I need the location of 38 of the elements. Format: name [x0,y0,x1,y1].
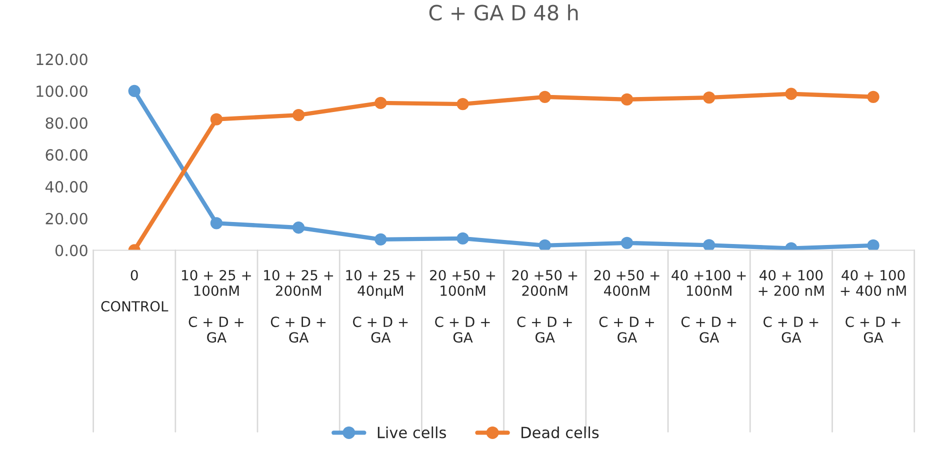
category-label: 10 + 25 + 100nM C + D + GA [182,270,251,343]
point [620,236,634,249]
y-tick-label: 0.00 [55,244,88,256]
chart-title: C + GA D 48 h [429,4,578,21]
y-tick-label: 20.00 [46,212,88,224]
point [128,84,140,98]
y-tick-label: 40.00 [45,181,88,193]
point [785,88,798,100]
legend-label: Live cells [378,426,446,438]
category-label: 40 +100 + 100nM C + D + GA [672,270,746,343]
point [374,233,387,246]
point [538,90,551,103]
point [867,90,880,103]
point [703,239,716,250]
point [292,108,305,122]
point [867,239,880,250]
point [620,93,634,106]
category-label: 20 +50 + 400nM C + D + GA [594,270,660,343]
point [538,239,551,250]
point [456,232,469,245]
category-label: 40 + 100 + 200 nM C + D + GA [758,270,824,343]
point [210,113,223,126]
point [703,91,716,104]
category-label: 20 +50 + 200nM C + D + GA [512,270,578,343]
point [374,96,387,110]
category-label: 0 CONTROL [101,270,168,312]
category-label: 40 + 100 + 400 nM C + D + GA [840,270,906,343]
point [292,222,305,234]
category-label: 10 + 25 + 40nµM C + D + GA [346,270,416,343]
category-label: 10 + 25 + 200nM C + D + GA [264,270,334,343]
y-tick-label: 100.00 [36,85,88,98]
point [456,98,469,110]
y-tick-label: 120.00 [36,54,88,66]
point [210,217,223,230]
y-tick-label: 80.00 [46,117,88,129]
category-label: 20 +50 + 100nM C + D + GA [430,270,496,343]
y-tick-label: 60.00 [46,149,88,161]
legend-label: Dead cells [522,426,599,438]
